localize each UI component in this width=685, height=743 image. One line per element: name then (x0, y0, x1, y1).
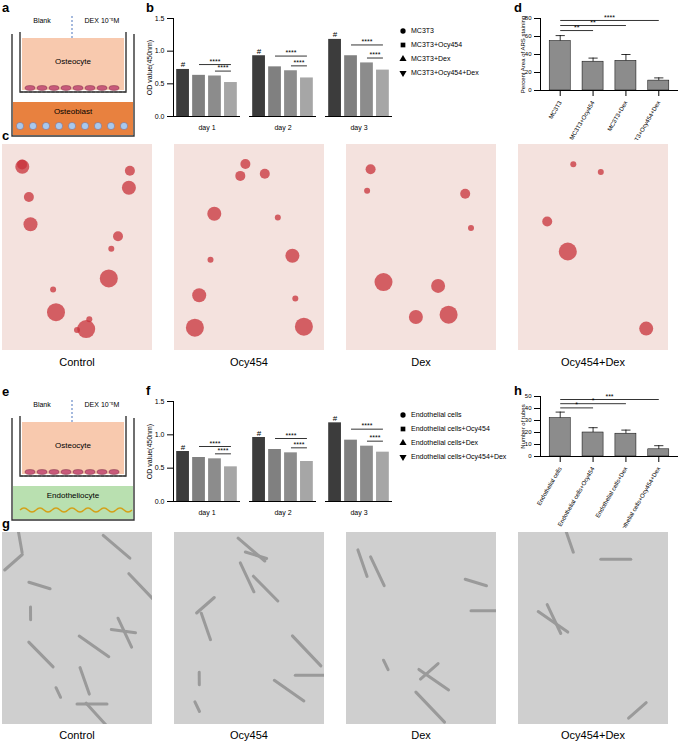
svg-text:****: **** (604, 14, 615, 21)
svg-text:MC3T3+Ocy454+Dex: MC3T3+Ocy454+Dex (627, 100, 661, 140)
svg-text:****: **** (362, 422, 373, 429)
html-text:e: e (2, 384, 10, 399)
html-text:Ocy454+Dex: Ocy454+Dex (561, 729, 625, 741)
html-text:Control: Control (59, 729, 95, 741)
html-text:d: d (514, 0, 522, 15)
html-text:Dex: Dex (411, 729, 431, 741)
svg-text:MC3T3+Ocy454: MC3T3+Ocy454 (568, 99, 595, 140)
svg-text:20: 20 (525, 429, 532, 435)
html-text:Ocy454: Ocy454 (230, 356, 268, 368)
svg-text:DEX 10⁻⁵M: DEX 10⁻⁵M (85, 17, 120, 24)
svg-text:Endothelial cells+Ocy454: Endothelial cells+Ocy454 (411, 425, 490, 433)
html-text:g: g (2, 516, 10, 531)
html-text:h: h (514, 383, 522, 398)
svg-text:****: **** (293, 441, 304, 448)
svg-text:MC3T3: MC3T3 (548, 99, 563, 120)
html-text:c: c (2, 128, 10, 143)
svg-text:Number of tubes: Number of tubes (520, 404, 526, 448)
svg-text:DEX 10⁻⁵M: DEX 10⁻⁵M (85, 401, 120, 408)
svg-text:OD value(450nm): OD value(450nm) (146, 40, 154, 95)
svg-text:**: ** (574, 24, 580, 31)
svg-text:****: **** (210, 58, 221, 65)
svg-text:Endotheliocyte: Endotheliocyte (47, 491, 100, 500)
svg-text:****: **** (217, 64, 228, 71)
svg-text:day 1: day 1 (198, 124, 215, 132)
svg-text:****: **** (217, 447, 228, 454)
svg-text:#: # (257, 47, 262, 56)
svg-text:1.0: 1.0 (155, 431, 165, 438)
svg-text:Percent Area of ARS staining: Percent Area of ARS staining (520, 16, 526, 93)
svg-text:#: # (333, 414, 338, 423)
html-text:Dex: Dex (411, 356, 431, 368)
svg-text:****: **** (293, 59, 304, 66)
svg-text:Endothelial cells+Ocy454+Dex: Endothelial cells+Ocy454+Dex (615, 466, 661, 528)
svg-text:****: **** (210, 440, 221, 447)
svg-text:day 3: day 3 (350, 509, 367, 517)
svg-text:Blank: Blank (33, 17, 51, 24)
svg-text:****: **** (369, 51, 380, 58)
svg-text:0.0: 0.0 (155, 113, 165, 120)
svg-text:Osteocyte: Osteocyte (55, 57, 92, 66)
svg-text:20: 20 (525, 69, 532, 75)
html-text:f: f (146, 383, 151, 398)
svg-text:1.5: 1.5 (155, 15, 165, 22)
svg-text:40: 40 (525, 405, 532, 411)
svg-text:Endothelial cells: Endothelial cells (411, 411, 462, 418)
svg-text:****: **** (369, 434, 380, 441)
svg-text:*: * (592, 397, 595, 404)
svg-text:MC3T3+Dex: MC3T3+Dex (606, 100, 628, 132)
svg-text:Endothelial cells+Ocy454+Dex: Endothelial cells+Ocy454+Dex (411, 453, 507, 461)
svg-text:****: **** (286, 432, 297, 439)
svg-text:Osteocyte: Osteocyte (55, 441, 92, 450)
svg-text:day 2: day 2 (274, 124, 291, 132)
svg-text:Osteoblast: Osteoblast (54, 107, 93, 116)
svg-text:0: 0 (528, 87, 532, 93)
svg-text:#: # (333, 30, 338, 39)
svg-text:#: # (181, 60, 186, 69)
svg-text:0.5: 0.5 (155, 80, 165, 87)
svg-text:day 3: day 3 (350, 124, 367, 132)
svg-text:Blank: Blank (33, 401, 51, 408)
svg-text:Endothelial cells+Ocy454: Endothelial cells+Ocy454 (557, 465, 596, 527)
svg-text:day 2: day 2 (274, 509, 291, 517)
svg-text:50: 50 (525, 393, 532, 399)
svg-text:1.0: 1.0 (155, 47, 165, 54)
svg-text:30: 30 (525, 417, 532, 423)
svg-text:#: # (181, 443, 186, 452)
svg-text:40: 40 (525, 51, 532, 57)
svg-text:0.0: 0.0 (155, 498, 165, 505)
svg-text:OD value(450nm): OD value(450nm) (146, 424, 154, 479)
svg-text:0: 0 (528, 453, 532, 459)
html-text:b: b (146, 0, 154, 15)
svg-text:1.5: 1.5 (155, 398, 165, 405)
html-text:Ocy454+Dex: Ocy454+Dex (561, 356, 625, 368)
svg-text:***: *** (605, 393, 613, 400)
svg-text:**: ** (590, 19, 596, 26)
svg-text:****: **** (286, 49, 297, 56)
svg-text:****: **** (362, 38, 373, 45)
html-text:a: a (2, 0, 10, 15)
svg-text:MC3T3: MC3T3 (411, 27, 434, 34)
html-text:Ocy454: Ocy454 (230, 729, 268, 741)
svg-text:80: 80 (525, 15, 532, 21)
svg-text:60: 60 (525, 33, 532, 39)
svg-text:Endothelial cells+Dex: Endothelial cells+Dex (594, 466, 628, 519)
svg-text:day 1: day 1 (198, 509, 215, 517)
svg-text:*: * (575, 401, 578, 408)
html-text:Control: Control (59, 356, 95, 368)
svg-text:#: # (257, 429, 262, 438)
svg-text:Endothelial cells+Dex: Endothelial cells+Dex (411, 439, 479, 446)
svg-text:MC3T3+Ocy454+Dex: MC3T3+Ocy454+Dex (411, 69, 479, 77)
svg-text:0.5: 0.5 (155, 464, 165, 471)
svg-text:MC3T3+Dex: MC3T3+Dex (411, 55, 451, 62)
svg-text:MC3T3+Ocy454: MC3T3+Ocy454 (411, 41, 462, 49)
svg-text:Endothelial cells: Endothelial cells (536, 466, 563, 507)
svg-text:10: 10 (525, 441, 532, 447)
